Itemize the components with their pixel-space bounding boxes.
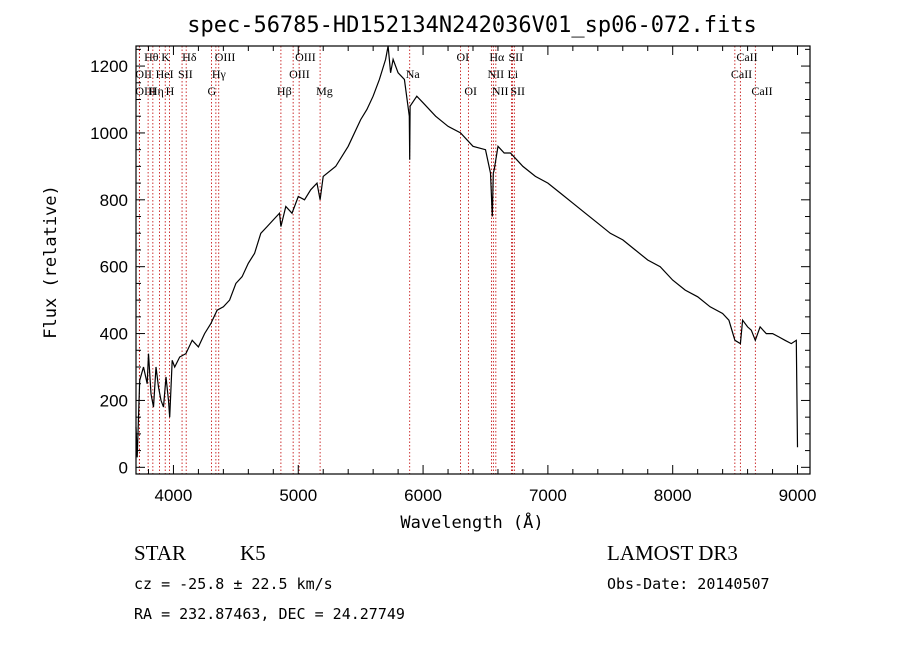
line-marker-label: Hη — [149, 84, 164, 98]
y-tick-label: 400 — [100, 325, 128, 344]
line-marker-label: OI — [464, 84, 477, 98]
line-marker-label: OIII — [289, 67, 310, 81]
line-marker-label: SII — [178, 67, 193, 81]
line-marker-label: NII — [492, 84, 509, 98]
sky-coordinates: RA = 232.87463, DEC = 24.27749 — [134, 605, 405, 623]
line-marker-label: SII — [508, 50, 523, 64]
line-marker-label: Na — [406, 67, 421, 81]
y-tick-label: 0 — [119, 458, 128, 477]
chart-title: spec-56785-HD152134N242036V01_sp06-072.f… — [187, 13, 757, 38]
line-marker-label: OIII — [135, 84, 156, 98]
line-marker-label: HeI — [156, 67, 174, 81]
y-tick-label: 1200 — [90, 57, 128, 76]
x-tick-label: 8000 — [654, 486, 692, 505]
spectrum-line — [135, 45, 799, 458]
line-marker-label: Hβ — [277, 84, 292, 98]
line-marker-label: SII — [510, 84, 525, 98]
line-marker-label: OII — [135, 67, 152, 81]
line-marker-label: CaII — [736, 50, 757, 64]
y-tick-label: 800 — [100, 191, 128, 210]
line-marker-label: Hγ — [212, 67, 227, 81]
line-marker-label: CaII — [751, 84, 772, 98]
line-marker-label: K — [161, 50, 170, 64]
line-marker-label: OIII — [215, 50, 236, 64]
object-subclass: K5 — [240, 541, 266, 565]
line-marker-label: Li — [507, 67, 518, 81]
x-tick-label: 9000 — [779, 486, 817, 505]
line-marker-label: H — [166, 84, 175, 98]
x-axis-label: Wavelength (Å) — [400, 511, 543, 533]
x-tick-label: 4000 — [155, 486, 193, 505]
line-marker-label: CaII — [731, 67, 752, 81]
line-marker-label: Hδ — [182, 50, 197, 64]
object-class: STAR — [134, 541, 186, 565]
line-marker-label: Hα — [489, 50, 505, 64]
line-marker-label: OIII — [295, 50, 316, 64]
line-marker-label: G — [208, 84, 217, 98]
plot-frame — [135, 45, 811, 475]
x-tick-label: 5000 — [279, 486, 317, 505]
y-tick-label: 600 — [100, 258, 128, 277]
line-marker-label: Hθ — [144, 50, 159, 64]
y-tick-label: 200 — [100, 391, 128, 410]
observation-date: Obs-Date: 20140507 — [607, 575, 770, 593]
x-tick-label: 7000 — [529, 486, 567, 505]
redshift-velocity: cz = -25.8 ± 22.5 km/s — [134, 575, 333, 593]
line-marker-label: Mg — [316, 84, 333, 98]
line-marker-label: NII — [487, 67, 504, 81]
y-axis-label: Flux (relative) — [41, 185, 61, 339]
emission-line-markers — [138, 46, 756, 474]
survey-name: LAMOST DR3 — [607, 541, 738, 565]
y-axis-ticks: 0 200 400 600 800 1000 1200 — [90, 48, 810, 477]
x-axis-ticks: 4000 5000 6000 7000 8000 9000 — [147, 46, 817, 505]
x-tick-label: 6000 — [404, 486, 442, 505]
line-marker-label: OI — [457, 50, 470, 64]
y-tick-label: 1000 — [90, 124, 128, 143]
